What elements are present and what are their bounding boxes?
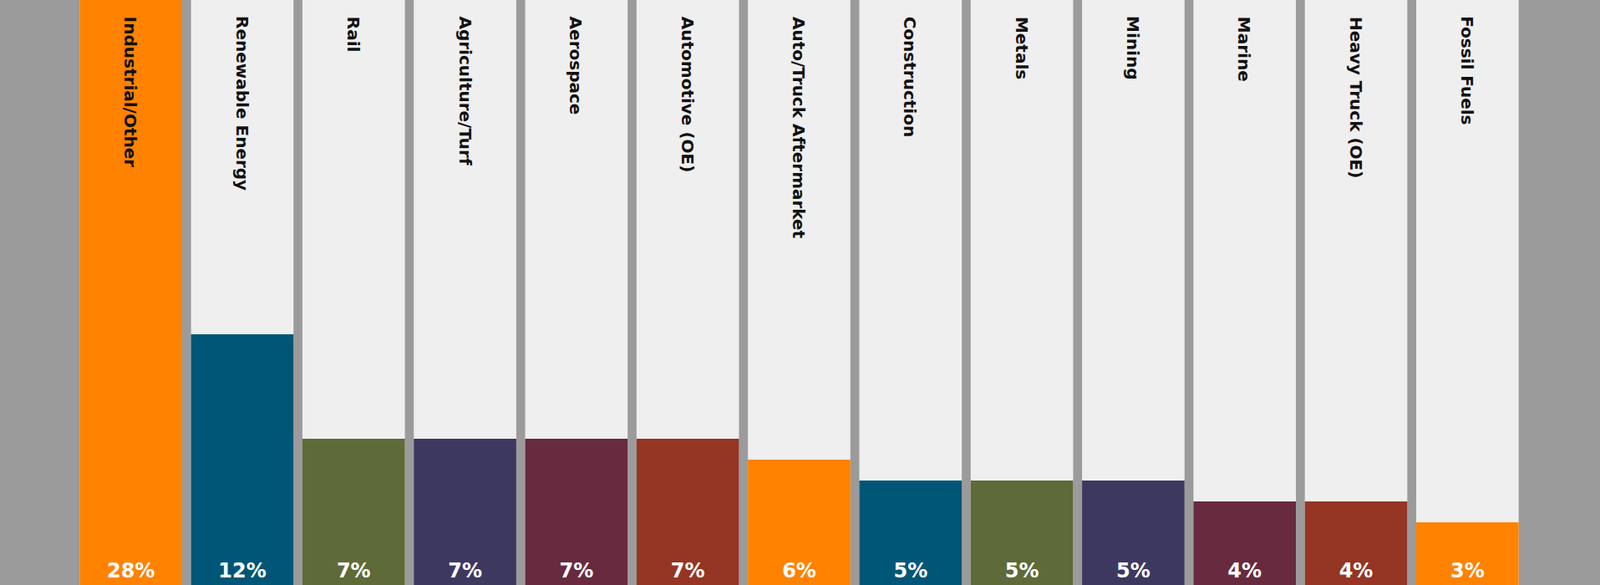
svg-text:Heavy Truck (OE): Heavy Truck (OE): [1346, 16, 1367, 178]
svg-text:5%: 5%: [1116, 558, 1151, 583]
svg-text:28%: 28%: [106, 558, 155, 583]
svg-text:6%: 6%: [782, 558, 817, 583]
svg-text:Rail: Rail: [343, 16, 364, 53]
svg-text:4%: 4%: [1227, 558, 1262, 583]
svg-text:4%: 4%: [1339, 558, 1374, 583]
svg-text:Construction: Construction: [899, 16, 920, 138]
svg-text:Industrial/Other: Industrial/Other: [120, 16, 141, 168]
svg-text:Agriculture/Turf: Agriculture/Turf: [455, 15, 476, 166]
svg-text:Metals: Metals: [1011, 16, 1032, 80]
svg-text:Renewable Energy: Renewable Energy: [232, 15, 253, 191]
svg-text:7%: 7%: [670, 558, 706, 583]
svg-text:Aerospace: Aerospace: [565, 16, 586, 116]
svg-text:Mining: Mining: [1122, 15, 1143, 80]
svg-text:Marine: Marine: [1234, 16, 1255, 82]
svg-text:5%: 5%: [893, 558, 928, 583]
svg-text:7%: 7%: [447, 558, 483, 583]
svg-text:3%: 3%: [1450, 558, 1485, 583]
svg-text:7%: 7%: [559, 558, 595, 583]
svg-text:Automotive (OE): Automotive (OE): [677, 16, 698, 173]
svg-text:Fossil Fuels: Fossil Fuels: [1457, 15, 1478, 125]
svg-text:12%: 12%: [218, 558, 266, 583]
svg-text:7%: 7%: [336, 558, 371, 583]
svg-text:Auto/Truck Aftermarket: Auto/Truck Aftermarket: [788, 16, 809, 239]
svg-text:5%: 5%: [1005, 558, 1040, 583]
